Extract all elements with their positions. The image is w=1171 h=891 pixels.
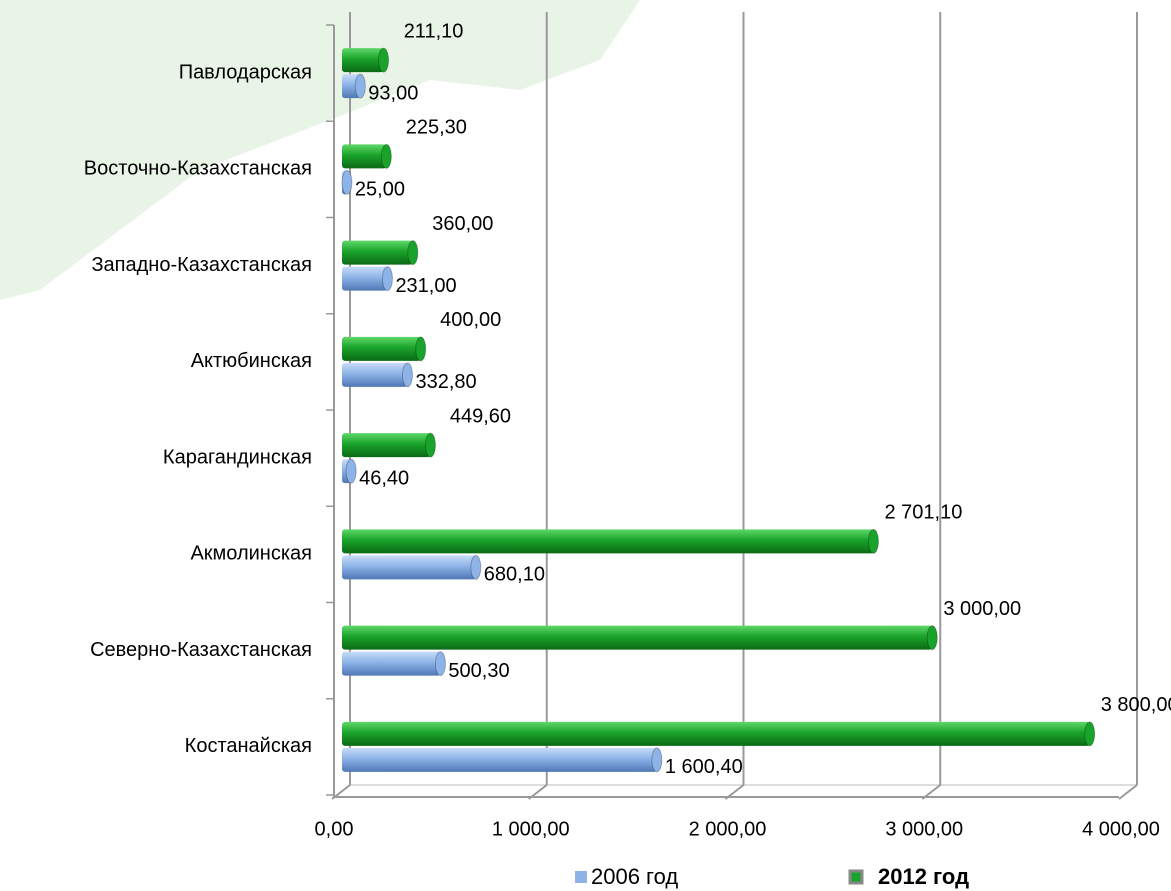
x-tick-label: 1 000,00: [492, 818, 570, 840]
y-tick-label: Актюбинская: [191, 350, 312, 372]
x-tick-label: 2 000,00: [689, 818, 767, 840]
value-label: 25,00: [355, 179, 405, 201]
bar-cap: [354, 73, 366, 99]
x-tick-label: 3 000,00: [885, 818, 963, 840]
value-label: 46,40: [359, 467, 409, 489]
bar: [342, 555, 476, 580]
grid-floor: [921, 784, 941, 800]
value-label: 449,60: [450, 405, 511, 427]
bar: [342, 529, 874, 554]
background-map: [0, 0, 640, 300]
bar: [342, 240, 413, 265]
value-label: 2 701,10: [885, 502, 963, 524]
value-label: 360,00: [432, 213, 493, 235]
y-tick-label: Костанайская: [185, 735, 312, 757]
legend-swatch: [575, 871, 587, 883]
bar: [342, 651, 441, 676]
value-label: 225,30: [406, 117, 467, 139]
y-tick-label: Павлодарская: [179, 61, 312, 83]
y-tick-label: Восточно-Казахстанская: [84, 158, 312, 180]
bar-cap: [401, 362, 413, 388]
bar-cap: [424, 432, 436, 458]
bar-cap: [926, 625, 938, 651]
y-tick-label: Северно-Казахстанская: [90, 639, 312, 661]
bar-cap: [341, 169, 353, 195]
value-label: 680,10: [484, 564, 545, 586]
value-label: 231,00: [395, 275, 456, 297]
bar: [342, 721, 1090, 746]
bar-cap: [867, 528, 879, 554]
y-tick-label: Западно-Казахстанская: [91, 254, 312, 276]
bar-cap: [434, 651, 446, 677]
bar-cap: [381, 266, 393, 292]
grid-floor: [528, 784, 548, 800]
bar: [342, 74, 361, 99]
value-label: 400,00: [440, 309, 501, 331]
bar-cap: [415, 336, 427, 362]
bar: [342, 266, 388, 291]
value-label: 500,30: [448, 660, 509, 682]
bar-cap: [345, 458, 357, 484]
bar: [342, 747, 657, 772]
value-label: 211,10: [404, 20, 464, 42]
x-tick-label: 4 000,00: [1082, 818, 1160, 840]
y-tick-label: Акмолинская: [190, 543, 312, 565]
grid-floor: [724, 784, 745, 800]
bar-cap: [470, 554, 482, 580]
bar: [342, 433, 431, 458]
value-label: 3 000,00: [943, 598, 1021, 620]
grid-floor: [331, 784, 351, 800]
bar: [342, 625, 933, 650]
bar-cap: [651, 747, 663, 773]
bar: [342, 48, 384, 73]
bar: [342, 362, 408, 387]
value-label: 332,80: [415, 371, 476, 393]
value-label: 93,00: [368, 82, 418, 104]
legend-label: 2012 год: [878, 864, 969, 889]
bar: [342, 336, 421, 361]
value-label: 3 800,00: [1101, 694, 1171, 716]
bar-cap: [1084, 721, 1096, 747]
x-tick-label: 0,00: [315, 818, 354, 840]
legend-label: 2006 год: [591, 864, 678, 889]
bar: [342, 144, 387, 169]
grid-floor: [1118, 784, 1138, 800]
bar-cap: [407, 240, 419, 266]
bar-cap: [380, 143, 392, 169]
bar-cap: [378, 47, 390, 73]
value-label: 1 600,40: [665, 756, 743, 778]
legend-swatch: [848, 869, 864, 885]
y-tick-label: Карагандинская: [163, 446, 312, 468]
